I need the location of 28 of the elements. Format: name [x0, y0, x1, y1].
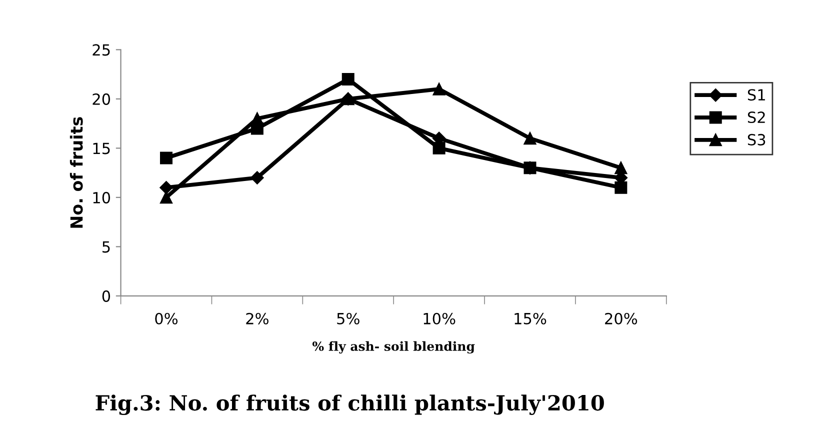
legend-label: S3	[748, 134, 766, 146]
point	[160, 180, 173, 194]
point	[342, 72, 354, 86]
y-tick-label: 10	[93, 192, 110, 204]
y-axis-title: No. of fruits	[70, 117, 83, 228]
point	[524, 162, 536, 174]
point	[250, 171, 264, 184]
text: Fig.3: No. of fruits of chilli plants-July'2010	[96, 394, 604, 416]
point	[524, 132, 536, 145]
y-tick-label: 5	[102, 241, 110, 253]
x-tick-label: 2%	[246, 312, 268, 324]
y-tick-label: 15	[93, 142, 110, 154]
x-tick-label: 15%	[514, 312, 546, 324]
x-tick-label: 10%	[424, 312, 456, 324]
point	[160, 152, 173, 164]
point	[614, 162, 628, 174]
x-tick-label: 20%	[605, 312, 638, 324]
x-tick-label: 5%	[337, 312, 360, 324]
legend-label: S2	[748, 112, 765, 124]
x-axis-title: % fly ash- soil blending	[312, 341, 475, 354]
point	[432, 82, 446, 96]
x-tick-label: 0%	[155, 312, 178, 324]
y-tick-label: 25	[92, 44, 110, 56]
y-tick-label: 0	[102, 290, 110, 302]
point	[614, 181, 628, 194]
y-tick-label: 20	[92, 93, 110, 105]
point	[432, 142, 446, 154]
legend-label: S1	[748, 89, 765, 101]
